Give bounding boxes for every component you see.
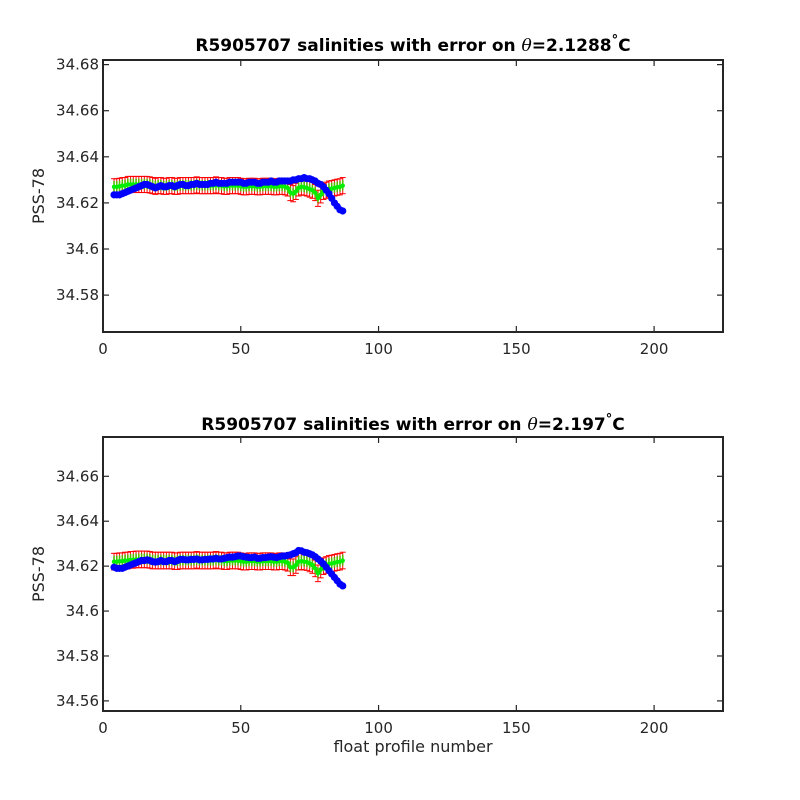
calibrated-point: [318, 192, 323, 198]
title-theta: θ: [527, 415, 537, 435]
calibrated-point: [285, 185, 290, 191]
x-tick-label: 50: [231, 719, 250, 737]
y-tick-label: 34.62: [56, 557, 99, 575]
y-tick-label: 34.64: [56, 512, 99, 530]
x-tick-label: 200: [640, 719, 669, 737]
y-tick-label: 34.58: [56, 647, 99, 665]
y-tick-label: 34.62: [56, 194, 99, 212]
data-layer: [110, 173, 347, 215]
calibrated-point: [318, 567, 323, 572]
chart-title: R5905707 salinities with error on θ=2.19…: [201, 412, 624, 435]
title-degree: °: [612, 33, 619, 48]
axes-box: [102, 59, 724, 333]
calibrated-point: [285, 560, 290, 565]
y-tick-label: 34.66: [56, 102, 99, 120]
x-tick-label: 0: [98, 340, 108, 358]
chart-title: R5905707 salinities with error on θ=2.12…: [195, 33, 630, 56]
calibrated-point: [293, 189, 299, 194]
title-prefix: R5905707 salinities with error on: [195, 36, 521, 56]
data-layer: [110, 546, 347, 590]
y-axis-label: PSS-78: [29, 546, 48, 602]
y-tick-label: 34.58: [56, 286, 99, 304]
y-axis-label: PSS-78: [29, 168, 48, 224]
x-tick-label: 100: [364, 340, 393, 358]
calibrated-point: [293, 562, 299, 568]
title-unit: C: [618, 36, 630, 56]
title-theta: θ: [522, 36, 532, 56]
calibrated-point: [310, 562, 315, 568]
x-axis-label: float profile number: [333, 737, 493, 756]
y-tick-label: 34.66: [56, 467, 99, 485]
x-tick-label: 0: [98, 719, 108, 737]
x-tick-label: 150: [502, 719, 531, 737]
y-tick-label: 34.68: [56, 56, 99, 74]
x-tick-label: 50: [231, 340, 250, 358]
title-unit: C: [612, 415, 624, 435]
chart-panel-1: 0 50 100 150 200 34.58 34.6 34.62 34.64 34.66 34.6…: [29, 33, 724, 358]
x-tick-label: 200: [640, 340, 669, 358]
y-tick-label: 34.56: [56, 692, 99, 710]
calibrated-point: [312, 190, 318, 195]
y-tick-label: 34.6: [66, 240, 99, 258]
title-degree: °: [606, 412, 613, 427]
calibrated-point: [340, 183, 345, 188]
x-tick-label: 100: [364, 719, 393, 737]
calibrated-point: [312, 566, 318, 571]
title-value: =2.1288: [532, 36, 612, 56]
x-tick-label: 150: [502, 340, 531, 358]
calibrated-point: [315, 196, 321, 201]
float-point: [339, 582, 347, 590]
float-point: [339, 207, 347, 215]
axes-box: [102, 436, 724, 712]
y-tick-label: 34.6: [66, 602, 99, 620]
title-prefix: R5905707 salinities with error on: [201, 415, 527, 435]
calibrated-point: [315, 571, 321, 576]
title-value: =2.197: [538, 415, 606, 435]
calibrated-point: [340, 558, 345, 563]
chart-panel-2: 0 50 100 150 200 34.56 34.58 34.6 34.62 34.64 34.6…: [29, 412, 724, 756]
y-tick-label: 34.64: [56, 148, 99, 166]
